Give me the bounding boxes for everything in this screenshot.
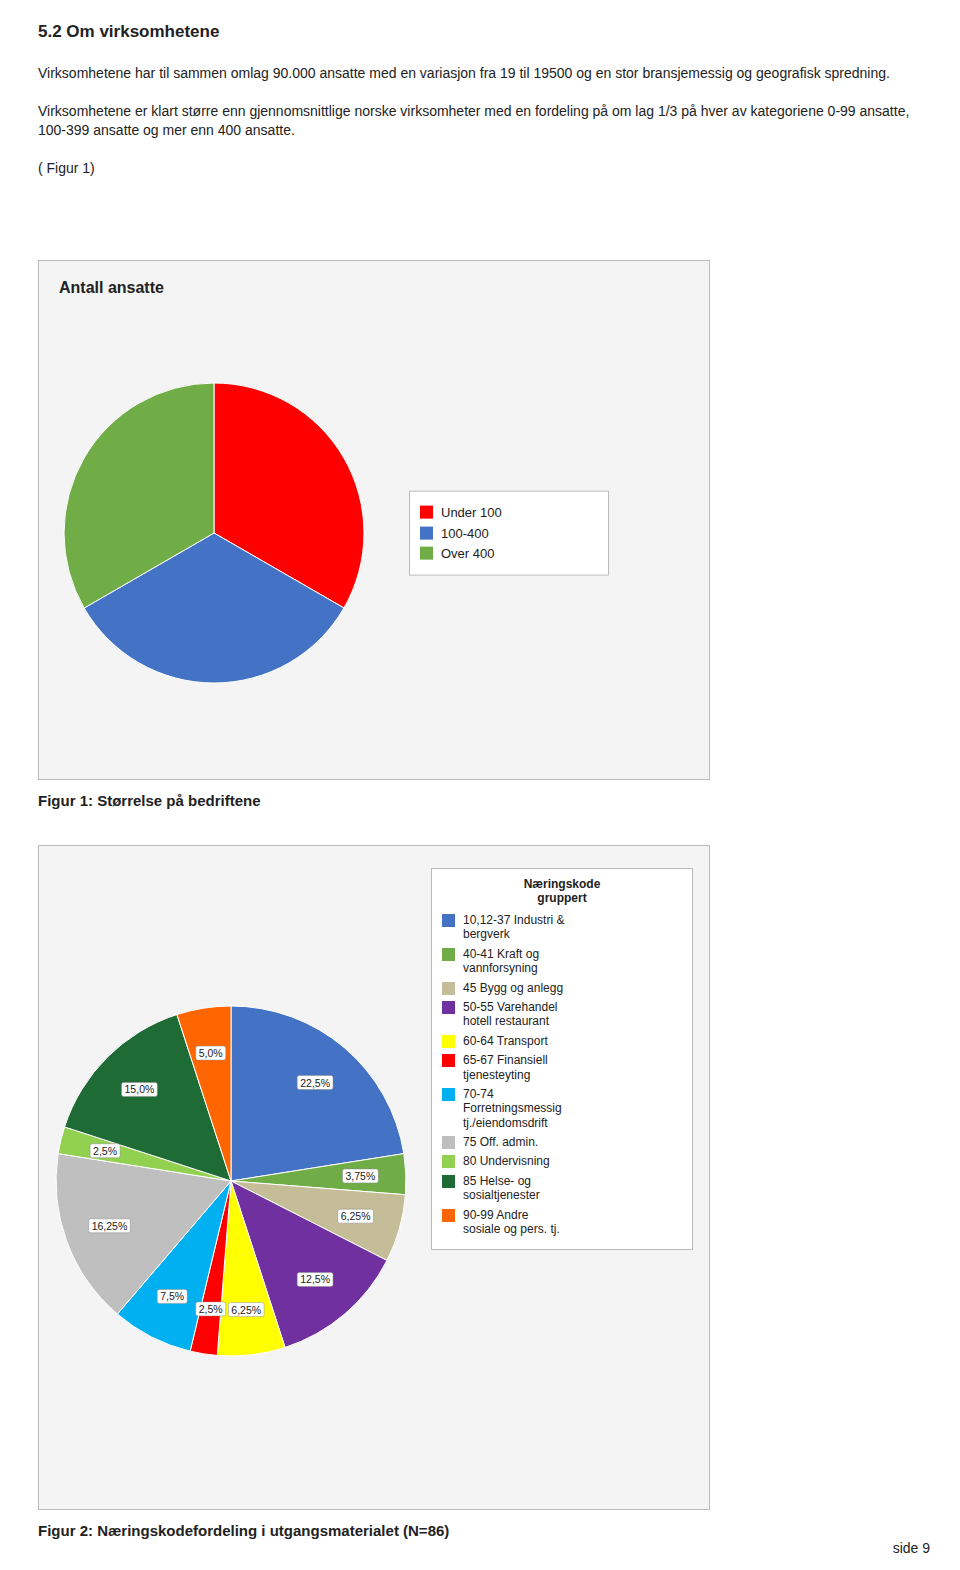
label-box xyxy=(338,1209,374,1223)
data-labels: 22,5% 3,75% 6,25% 12,5% 6,25% 2,5% 7,5% 16,25% 2… xyxy=(89,1046,379,1317)
paragraph: ( Figur 1) xyxy=(38,159,918,179)
legend-swatch xyxy=(442,1155,455,1168)
legend-item: 65-67 Finansiell tjenesteyting xyxy=(442,1053,682,1082)
pie-slice xyxy=(177,1006,231,1181)
chart-box: 22,5% 3,75% 6,25% 12,5% 6,25% 2,5% 7,5% 16,25% 2… xyxy=(38,845,710,1510)
legend-item: 85 Helse- og sosialtjenester xyxy=(442,1174,682,1203)
legend-item: Under 100 xyxy=(420,505,598,521)
label-box xyxy=(122,1082,158,1096)
legend-item: 10,12-37 Industri & bergverk xyxy=(442,913,682,942)
label-box xyxy=(196,1046,226,1060)
legend-label: Over 400 xyxy=(441,546,494,562)
legend-swatch xyxy=(420,506,433,519)
legend-label: 90-99 Andre sosiale og pers. tj. xyxy=(463,1208,560,1237)
legend-swatch xyxy=(420,547,433,560)
legend-swatch xyxy=(442,1035,455,1048)
legend-swatch xyxy=(420,526,433,539)
legend-swatch xyxy=(442,1209,455,1222)
legend-label: 70-74 Forretningsmessig tj./eiendomsdrif… xyxy=(463,1087,562,1130)
legend-label: 45 Bygg og anlegg xyxy=(463,981,563,995)
legend: Under 100 100-400 Over 400 xyxy=(409,491,609,576)
legend-label: 60-64 Transport xyxy=(463,1034,548,1048)
legend-swatch xyxy=(442,914,455,927)
data-label: 5,0% xyxy=(199,1047,223,1059)
legend-item: 45 Bygg og anlegg xyxy=(442,981,682,995)
data-label: 3,75% xyxy=(346,1170,376,1182)
paragraph: Virksomhetene er klart større enn gjenno… xyxy=(38,102,918,141)
label-box xyxy=(343,1169,379,1183)
legend-item: 75 Off. admin. xyxy=(442,1135,682,1149)
data-label: 22,5% xyxy=(300,1077,330,1089)
legend-swatch xyxy=(442,1136,455,1149)
label-box xyxy=(228,1303,264,1317)
legend-swatch xyxy=(442,1001,455,1014)
legend-item: 60-64 Transport xyxy=(442,1034,682,1048)
legend-item: 50-55 Varehandel hotell restaurant xyxy=(442,1000,682,1029)
caption: Figur 1: Størrelse på bedriftene xyxy=(38,792,261,809)
pie-slice xyxy=(231,1006,404,1181)
data-label: 12,5% xyxy=(300,1273,330,1285)
label-box xyxy=(157,1289,187,1303)
legend-label: 65-67 Finansiell tjenesteyting xyxy=(463,1053,548,1082)
label-box xyxy=(297,1076,333,1090)
data-label: 6,25% xyxy=(341,1210,371,1222)
legend-label: 75 Off. admin. xyxy=(463,1135,538,1149)
data-label: 7,5% xyxy=(160,1290,184,1302)
label-box xyxy=(297,1272,333,1286)
data-label: 15,0% xyxy=(125,1083,155,1095)
data-label: 2,5% xyxy=(199,1303,223,1315)
legend-item: 90-99 Andre sosiale og pers. tj. xyxy=(442,1208,682,1237)
pie-slice xyxy=(64,383,214,608)
text-block: 5.2 Om virksomhetene Virksomhetene har ti… xyxy=(38,22,918,196)
label-box xyxy=(90,1144,120,1158)
legend-label: 10,12-37 Industri & bergverk xyxy=(463,913,564,942)
legend-swatch xyxy=(442,982,455,995)
page: 5.2 Om virksomhetene Virksomhetene har ti… xyxy=(0,0,960,1570)
legend-swatch xyxy=(442,948,455,961)
legend-label: Under 100 xyxy=(441,505,502,521)
legend-swatch xyxy=(442,1088,455,1101)
label-box xyxy=(196,1302,226,1316)
legend-label: 50-55 Varehandel hotell restaurant xyxy=(463,1000,558,1029)
data-label: 16,25% xyxy=(92,1220,128,1232)
data-label: 2,5% xyxy=(93,1145,117,1157)
legend: Næringskode gruppert 10,12-37 Industri & … xyxy=(431,868,693,1250)
legend-label: 85 Helse- og sosialtjenester xyxy=(463,1174,540,1203)
legend-title: Næringskode gruppert xyxy=(442,877,682,905)
legend-label: 100-400 xyxy=(441,525,489,541)
page-number: side 9 xyxy=(893,1540,930,1556)
legend-label: 80 Undervisning xyxy=(463,1154,550,1168)
data-label: 6,25% xyxy=(231,1304,261,1316)
slices xyxy=(64,383,364,683)
legend-item: 70-74 Forretningsmessig tj./eiendomsdrif… xyxy=(442,1087,682,1130)
caption: Figur 2: Næringskodefordeling i utgangsm… xyxy=(38,1522,449,1539)
chart-title: Antall ansatte xyxy=(59,279,164,297)
legend-label: 40-41 Kraft og vannforsyning xyxy=(463,947,539,976)
legend-item: 100-400 xyxy=(420,525,598,541)
label-box xyxy=(89,1219,131,1233)
pie-slice xyxy=(56,1154,231,1314)
legend-swatch xyxy=(442,1175,455,1188)
legend-item: Over 400 xyxy=(420,546,598,562)
paragraph: Virksomhetene har til sammen omlag 90.00… xyxy=(38,64,918,84)
legend-swatch xyxy=(442,1054,455,1067)
legend-item: 40-41 Kraft og vannforsyning xyxy=(442,947,682,976)
legend-item: 80 Undervisning xyxy=(442,1154,682,1168)
heading: 5.2 Om virksomhetene xyxy=(38,22,918,42)
slices xyxy=(56,1006,406,1356)
chart-box: Antall ansatte Under 100 100-400 Over 400 xyxy=(38,260,710,780)
